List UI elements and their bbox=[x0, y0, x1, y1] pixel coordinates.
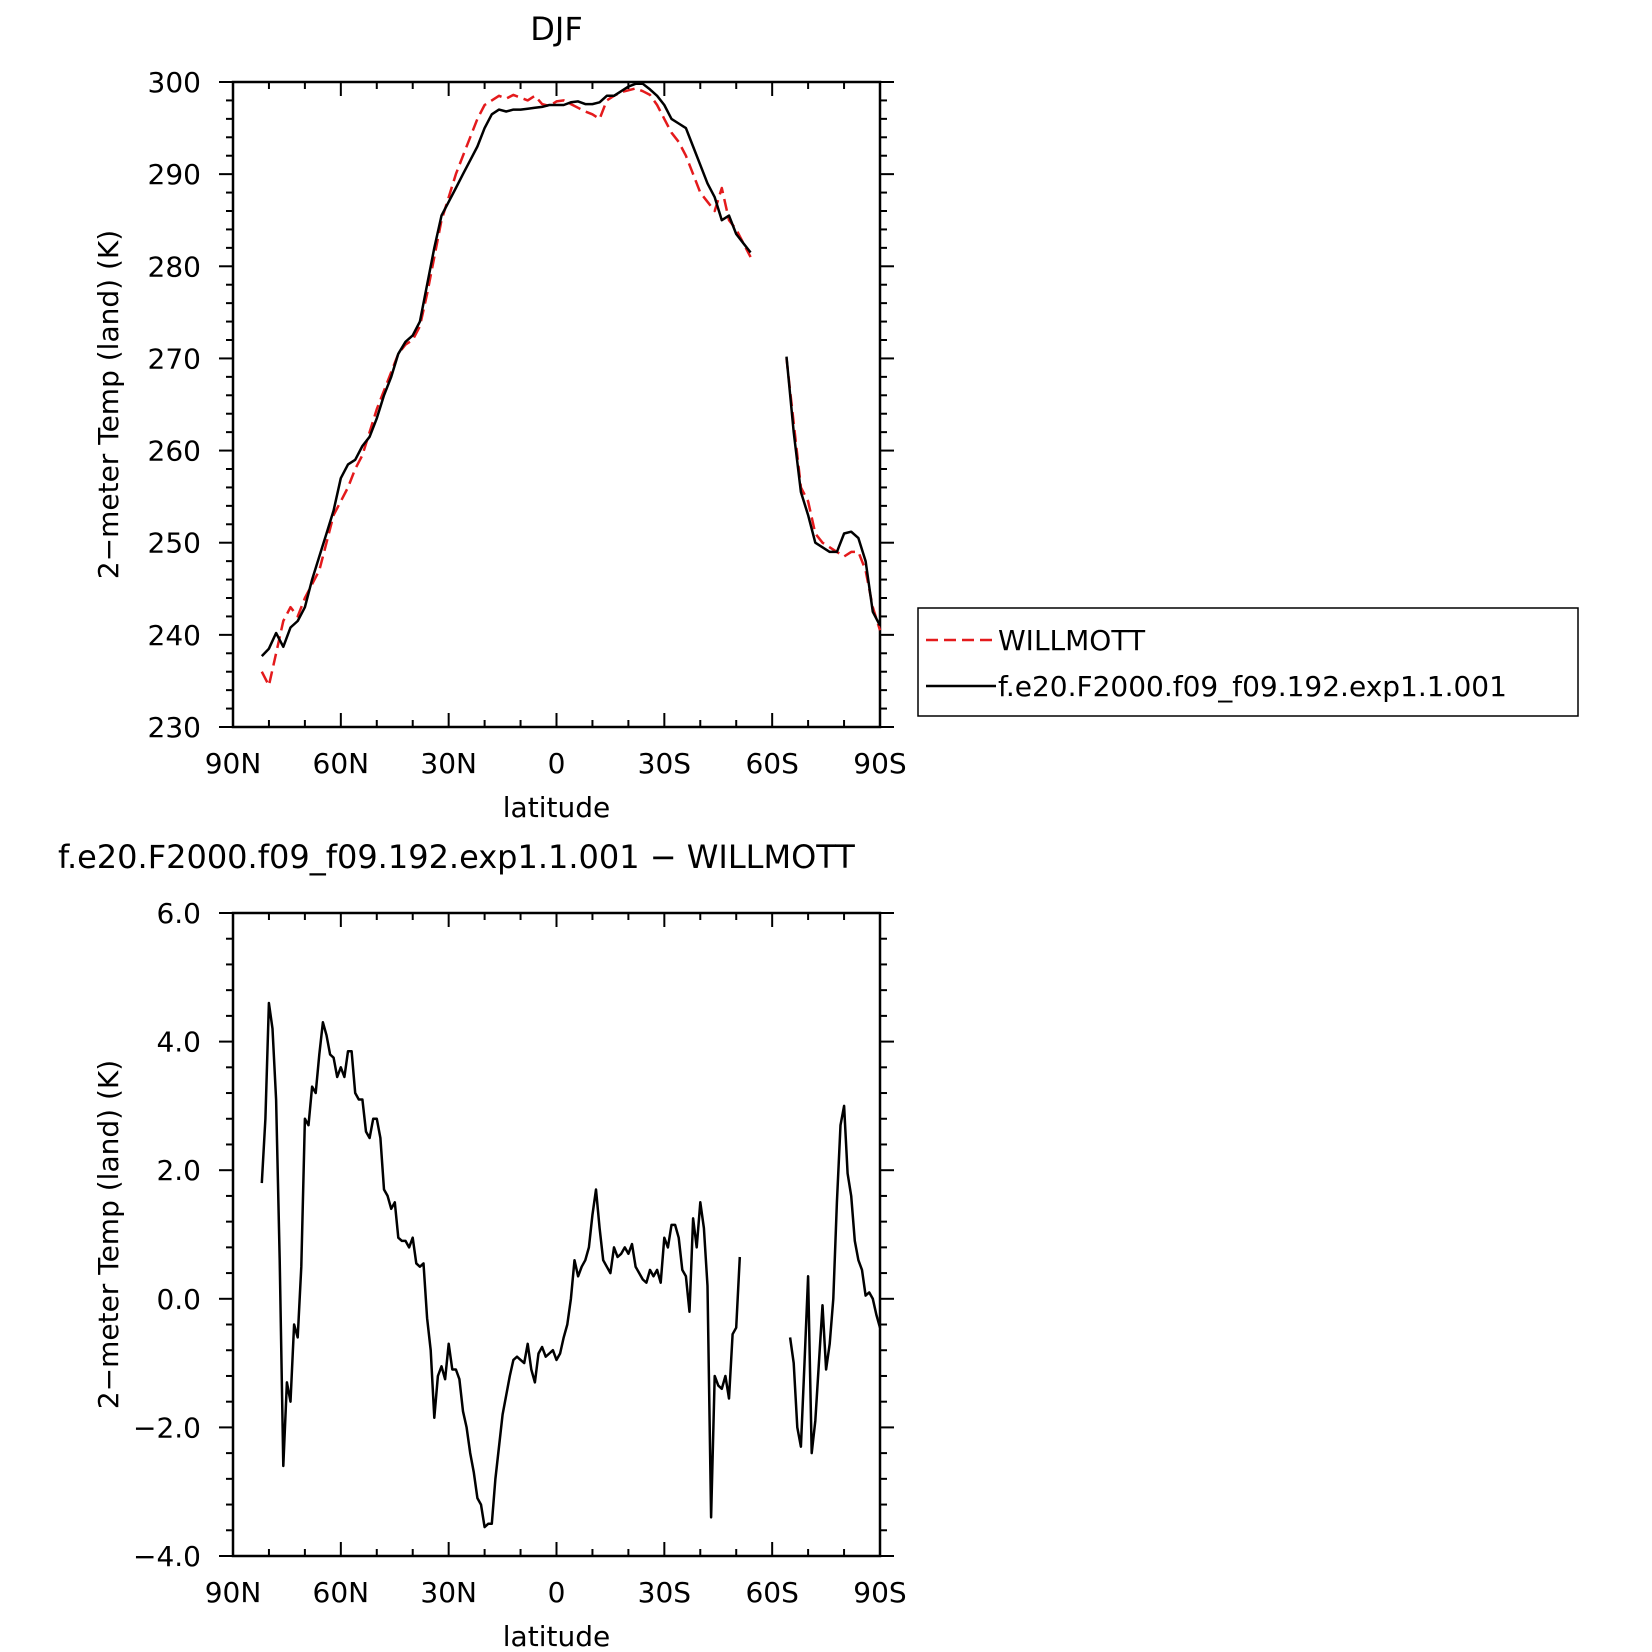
top-y-tick-label: 230 bbox=[148, 711, 201, 744]
top-y-tick-label: 290 bbox=[148, 158, 201, 191]
top-x-tick-label: 30S bbox=[638, 747, 691, 780]
bottom-x-tick-label: 90N bbox=[205, 1576, 262, 1609]
top-series-line-f-e20-f2000-f09-f09-192-exp1-1-001 bbox=[785, 356, 882, 627]
bottom-y-tick-label: 2.0 bbox=[156, 1154, 201, 1187]
bottom-x-tick-label: 60S bbox=[745, 1576, 798, 1609]
top-y-tick-label: 250 bbox=[148, 527, 201, 560]
bottom-y-tick-label: −4.0 bbox=[133, 1540, 201, 1573]
top-x-tick-label: 60S bbox=[745, 747, 798, 780]
bottom-x-tick-label: 90S bbox=[853, 1576, 906, 1609]
top-x-tick-label: 90S bbox=[853, 747, 906, 780]
bottom-y-tick-label: 0.0 bbox=[156, 1283, 201, 1316]
bottom-plot-frame bbox=[231, 911, 882, 1558]
top-series-line-willmott bbox=[785, 358, 882, 631]
legend-box bbox=[917, 607, 1579, 717]
bottom-series-line-difference bbox=[260, 1001, 742, 1529]
top-y-tick-label: 270 bbox=[148, 342, 201, 375]
top-series-line-willmott bbox=[260, 87, 752, 687]
bottom-x-tick-label: 30N bbox=[420, 1576, 477, 1609]
bottom-chart-title: f.e20.F2000.f09_f09.192.exp1.1.001 − WIL… bbox=[58, 838, 855, 876]
legend-entry: f.e20.F2000.f09_f09.192.exp1.1.001 bbox=[998, 670, 1507, 703]
top-plot-frame bbox=[231, 80, 882, 729]
bottom-x-tick-label: 60N bbox=[313, 1576, 370, 1609]
bottom-y-tick-label: 4.0 bbox=[156, 1026, 201, 1059]
top-chart-title: DJF bbox=[530, 10, 582, 48]
top-x-tick-label: 90N bbox=[205, 747, 262, 780]
top-y-tick-label: 260 bbox=[148, 435, 201, 468]
legend-entry: WILLMOTT bbox=[998, 624, 1146, 657]
bottom-x-axis-label: latitude bbox=[503, 1620, 610, 1652]
top-y-tick-label: 240 bbox=[148, 619, 201, 652]
bottom-y-axis-label: 2−meter Temp (land) (K) bbox=[92, 1060, 125, 1409]
bottom-y-tick-label: 6.0 bbox=[156, 897, 201, 930]
bottom-y-tick-label: −2.0 bbox=[133, 1411, 201, 1444]
top-x-tick-label: 0 bbox=[548, 747, 566, 780]
top-x-axis-label: latitude bbox=[503, 791, 610, 824]
top-y-tick-label: 300 bbox=[148, 66, 201, 99]
bottom-x-tick-label: 0 bbox=[548, 1576, 566, 1609]
bottom-x-tick-label: 30S bbox=[638, 1576, 691, 1609]
bottom-series-line-difference bbox=[788, 1104, 882, 1455]
top-y-axis-label: 2−meter Temp (land) (K) bbox=[92, 230, 125, 579]
top-x-tick-label: 30N bbox=[420, 747, 477, 780]
top-y-tick-label: 280 bbox=[148, 250, 201, 283]
top-series-line-f-e20-f2000-f09-f09-192-exp1-1-001 bbox=[260, 82, 752, 657]
top-x-tick-label: 60N bbox=[313, 747, 370, 780]
